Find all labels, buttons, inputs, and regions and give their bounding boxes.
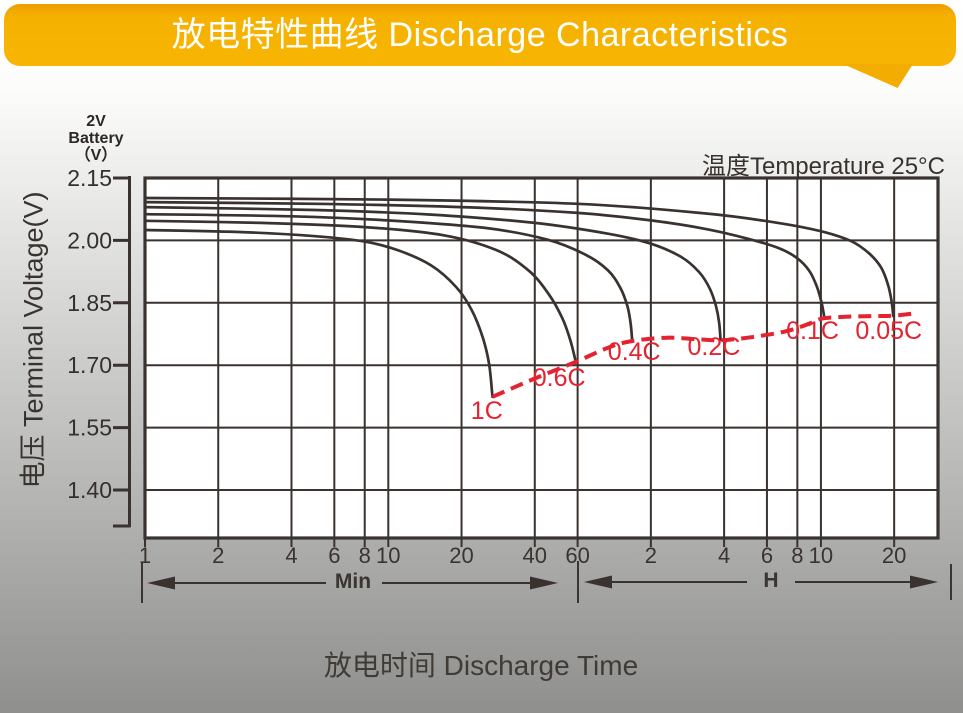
x-tick-label: 20 [449, 543, 473, 568]
y-tick-label: 2.00 [67, 227, 112, 253]
page-title: 放电特性曲线 Discharge Characteristics [171, 16, 789, 54]
battery-type-line3: （V） [74, 147, 118, 164]
battery-type-line1: 2V [86, 113, 106, 130]
y-tick-label: 1.85 [67, 290, 112, 316]
x-tick-label: 20 [882, 543, 906, 568]
curve-0.4C [143, 212, 634, 342]
x-tick-label: 40 [523, 543, 547, 568]
battery-type-line2: Battery [68, 130, 124, 147]
temperature-note: 温度Temperature 25°C [701, 153, 945, 180]
battery-type-label: 2V Battery （V） [68, 113, 123, 164]
curve-label-0.4C: 0.4C [608, 338, 661, 366]
x-tick-label: 2 [212, 543, 224, 568]
x-tick-label: 8 [359, 543, 371, 568]
x-tick-label: 4 [718, 543, 730, 568]
x-tick-label: 10 [809, 543, 833, 568]
hours-unit-label: H [763, 569, 779, 592]
curve-label-0.05C: 0.05C [855, 317, 922, 345]
y-tick-label: 1.40 [67, 477, 112, 503]
x-tick-label: 6 [761, 543, 773, 568]
arrowhead [530, 576, 558, 590]
header-banner: 放电特性曲线 Discharge Characteristics [4, 4, 956, 66]
minutes-unit-label: Min [334, 570, 372, 593]
curve-0.2C [143, 205, 722, 342]
x-axis-title: 放电时间 Discharge Time [323, 650, 639, 681]
end-of-discharge-voltage-line [491, 311, 913, 399]
x-tick-label: 6 [328, 543, 340, 568]
x-tick-label: 2 [645, 543, 657, 568]
y-tick-label: 1.70 [67, 352, 112, 378]
x-tick-label: 1 [139, 543, 151, 568]
y-axis-title: 电压 Terminal Voltage(V) [18, 191, 49, 489]
arrowhead [147, 576, 175, 590]
arrowhead [584, 575, 612, 589]
arrowhead [910, 575, 938, 589]
curve-0.1C [143, 200, 826, 320]
curve-0.6C [143, 219, 578, 364]
curve-label-0.1C: 0.1C [786, 317, 839, 345]
curve-label-0.6C: 0.6C [533, 364, 586, 392]
y-tick-label: 1.55 [67, 415, 112, 441]
curve-1C [143, 228, 494, 399]
x-tick-label: 8 [791, 543, 803, 568]
curve-label-1C: 1C [471, 397, 503, 425]
plot-border [143, 176, 940, 540]
y-tick-label: 2.15 [67, 165, 112, 191]
curve-0.05C [143, 196, 895, 318]
x-tick-label: 10 [376, 543, 400, 568]
curve-label-0.2C: 0.2C [688, 333, 741, 361]
x-tick-label: 4 [285, 543, 297, 568]
